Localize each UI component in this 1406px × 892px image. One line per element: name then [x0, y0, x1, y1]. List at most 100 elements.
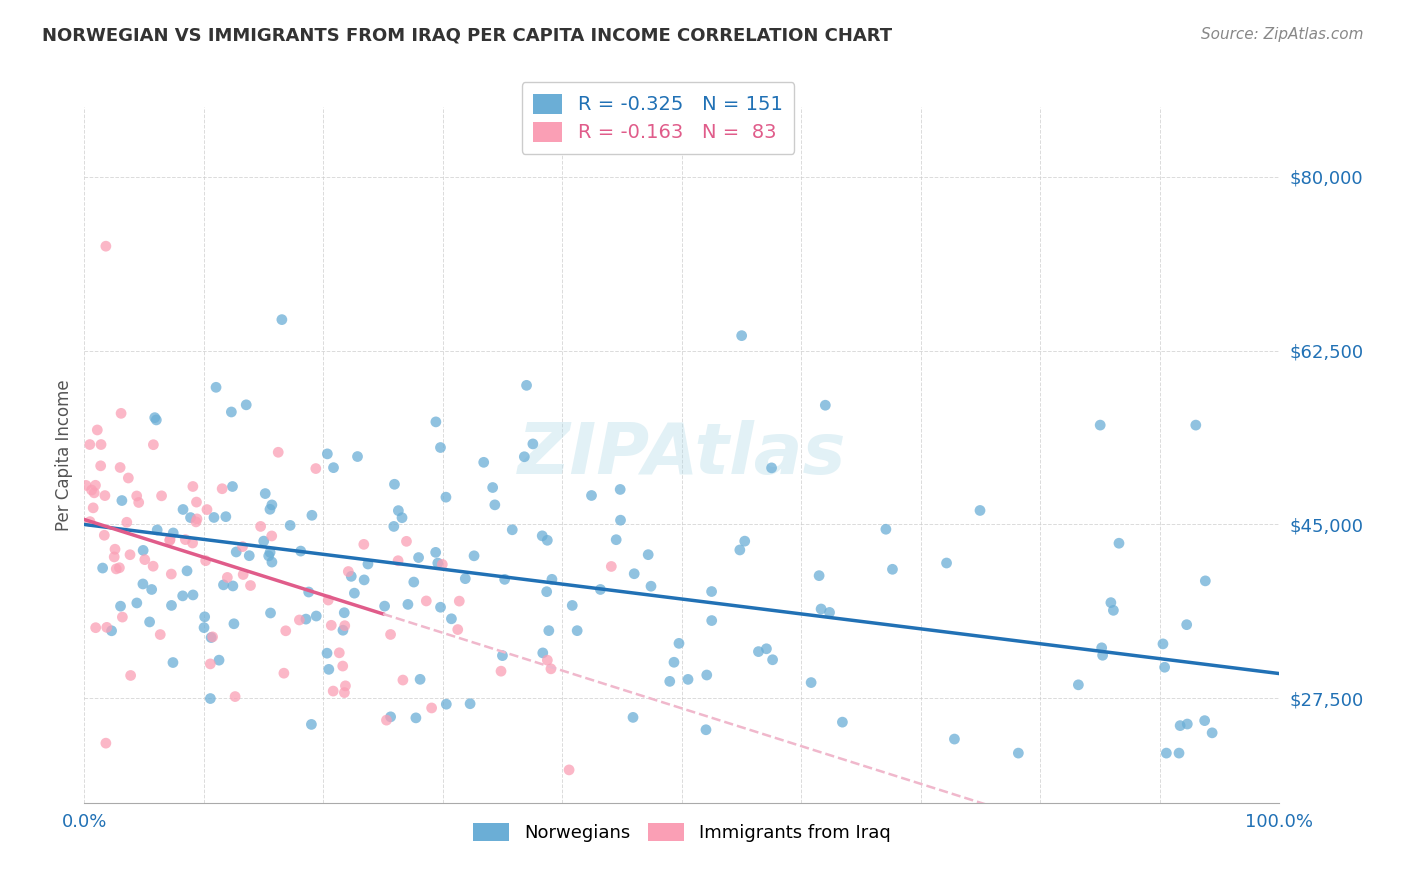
Point — [734, 534, 756, 549]
Point — [100, 624, 122, 638]
Point — [489, 664, 512, 678]
Point — [132, 543, 155, 558]
Point — [800, 675, 823, 690]
Point — [200, 657, 222, 671]
Point — [232, 567, 254, 582]
Point — [205, 380, 228, 394]
Point — [658, 674, 681, 689]
Point — [589, 582, 612, 597]
Point — [447, 623, 470, 637]
Point — [333, 685, 356, 699]
Point — [541, 572, 564, 586]
Point — [208, 653, 231, 667]
Point — [531, 646, 554, 660]
Point — [221, 479, 243, 493]
Point — [195, 502, 218, 516]
Point — [259, 502, 281, 516]
Point — [501, 523, 523, 537]
Point — [259, 545, 281, 559]
Point — [567, 624, 589, 638]
Point — [222, 616, 245, 631]
Point — [1194, 714, 1216, 728]
Point — [257, 549, 280, 563]
Point — [333, 618, 356, 632]
Point — [1185, 418, 1208, 433]
Point — [117, 471, 139, 485]
Point — [134, 552, 156, 566]
Point — [1201, 726, 1223, 740]
Point — [120, 668, 142, 682]
Point — [340, 569, 363, 583]
Point — [491, 648, 513, 663]
Point — [621, 710, 644, 724]
Point — [728, 543, 751, 558]
Point — [731, 328, 754, 343]
Point — [384, 477, 406, 491]
Point — [79, 437, 101, 451]
Point — [405, 711, 427, 725]
Point — [382, 519, 405, 533]
Point — [409, 673, 432, 687]
Point — [181, 479, 204, 493]
Point — [94, 239, 117, 253]
Point — [200, 691, 222, 706]
Point — [600, 559, 623, 574]
Point — [429, 441, 451, 455]
Point — [215, 509, 238, 524]
Point — [141, 582, 163, 597]
Point — [522, 437, 544, 451]
Point — [420, 701, 443, 715]
Point — [305, 609, 328, 624]
Point — [357, 557, 380, 571]
Point — [676, 673, 699, 687]
Point — [429, 600, 451, 615]
Point — [108, 560, 131, 574]
Point — [200, 631, 222, 645]
Point — [380, 710, 402, 724]
Point — [260, 498, 283, 512]
Point — [260, 555, 283, 569]
Point — [696, 668, 718, 682]
Point — [105, 562, 128, 576]
Point — [481, 481, 503, 495]
Point — [402, 575, 425, 590]
Point — [111, 610, 134, 624]
Point — [875, 522, 897, 536]
Point — [425, 415, 447, 429]
Point — [253, 534, 276, 549]
Point — [387, 554, 409, 568]
Point — [463, 549, 485, 563]
Point — [75, 478, 97, 492]
Point — [1175, 617, 1198, 632]
Point — [222, 579, 245, 593]
Point — [1090, 418, 1112, 433]
Point — [536, 584, 558, 599]
Point — [160, 599, 183, 613]
Point — [194, 554, 217, 568]
Point — [180, 510, 202, 524]
Point — [425, 545, 447, 559]
Point — [90, 437, 112, 451]
Point — [484, 498, 506, 512]
Point — [333, 606, 356, 620]
Point — [194, 610, 217, 624]
Point — [1102, 603, 1125, 617]
Point — [321, 618, 343, 632]
Point — [159, 533, 181, 547]
Point — [225, 545, 247, 559]
Point — [83, 486, 105, 500]
Point — [432, 558, 454, 572]
Point — [391, 510, 413, 524]
Point — [396, 598, 419, 612]
Point — [82, 500, 104, 515]
Point — [332, 659, 354, 673]
Point — [118, 548, 141, 562]
Text: Source: ZipAtlas.com: Source: ZipAtlas.com — [1201, 27, 1364, 42]
Point — [221, 405, 243, 419]
Point — [305, 461, 328, 475]
Point — [298, 585, 321, 599]
Point — [162, 656, 184, 670]
Point — [623, 566, 645, 581]
Point — [103, 549, 125, 564]
Point — [270, 312, 292, 326]
